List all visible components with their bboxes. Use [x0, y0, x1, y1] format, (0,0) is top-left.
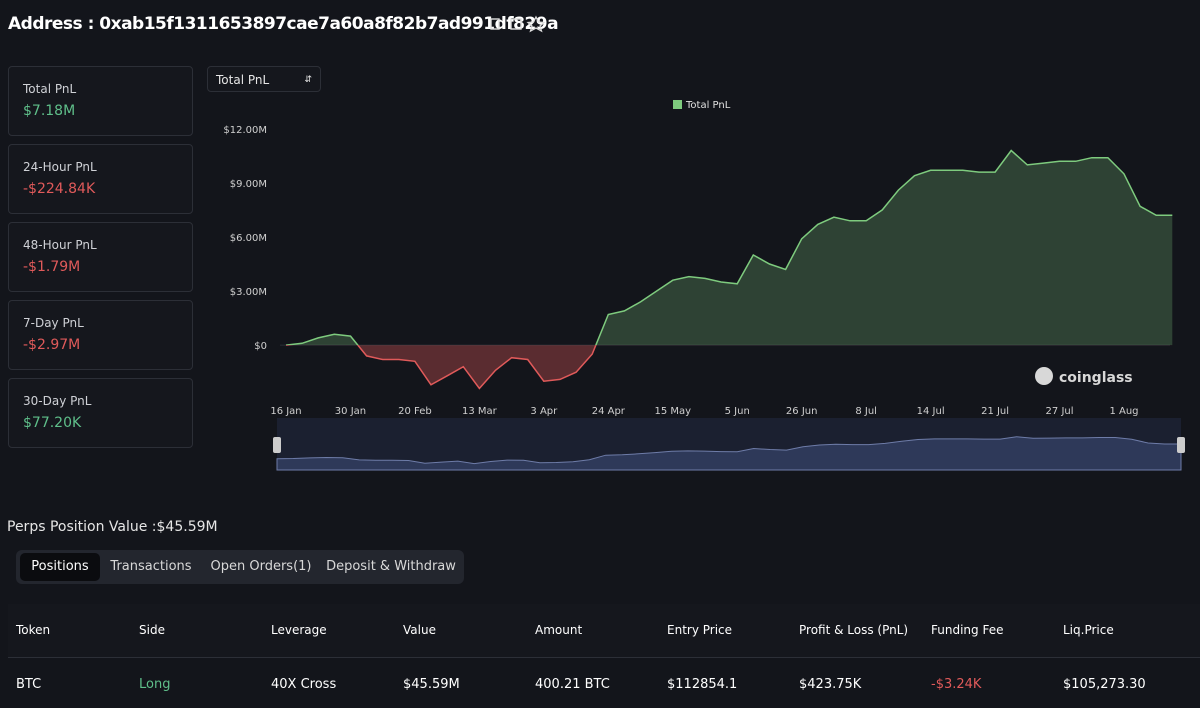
table-cell: $45.59M [403, 677, 460, 692]
x-tick-label: 14 Jul [917, 406, 945, 417]
y-tick-label: $12.00M [223, 125, 267, 136]
table-cell: $105,273.30 [1063, 677, 1146, 692]
area-line [285, 149, 1173, 346]
tab[interactable]: Positions [20, 553, 100, 581]
table-cell: 400.21 BTC [535, 677, 610, 692]
x-tick-label: 1 Aug [1109, 406, 1138, 417]
x-tick-label: 27 Jul [1046, 406, 1074, 417]
stat-card: Total PnL $7.18M [8, 66, 193, 136]
y-tick-label: $6.00M [230, 233, 267, 244]
x-tick-label: 8 Jul [855, 406, 877, 417]
stat-card: 30-Day PnL $77.20K [8, 378, 193, 448]
stat-label: Total PnL [23, 82, 77, 96]
stat-label: 7-Day PnL [23, 316, 84, 330]
title-icons [490, 15, 546, 33]
stat-card: 48-Hour PnL -$1.79M [8, 222, 193, 292]
area-line [286, 345, 597, 390]
stat-card: 7-Day PnL -$2.97M [8, 300, 193, 370]
x-tick-label: 20 Feb [398, 406, 432, 417]
column-header: Funding Fee [931, 623, 1004, 637]
column-header: Token [16, 623, 51, 637]
x-tick-label: 30 Jan [335, 406, 366, 417]
tab[interactable]: Deposit & Withdraw [326, 559, 456, 574]
tab[interactable]: Transactions [110, 559, 192, 574]
pnl-chart: $0 $3.00M $6.00M $9.00M $12.00M 16 Jan 30 Jan 2… [223, 100, 1185, 471]
stat-value: -$224.84K [23, 181, 96, 197]
watermark: coinglass [1059, 370, 1133, 386]
column-header: Side [139, 623, 165, 637]
selector-text: Total PnL [216, 73, 270, 87]
x-tick-label: 3 Apr [530, 406, 558, 417]
star-icon[interactable] [526, 15, 546, 33]
x-tick-label: 16 Jan [270, 406, 301, 417]
stat-label: 48-Hour PnL [23, 238, 97, 252]
navigator-handle[interactable] [273, 437, 281, 453]
stat-value: $7.18M [23, 103, 76, 119]
column-header: Value [403, 623, 436, 637]
table-cell: -$3.24K [931, 677, 982, 692]
x-tick-label: 21 Jul [981, 406, 1009, 417]
watermark-logo [1035, 367, 1053, 385]
stat-value: $77.20K [23, 415, 82, 431]
column-header: Entry Price [667, 623, 733, 637]
x-tick-label: 15 May [654, 406, 691, 417]
column-header: Profit & Loss (PnL) [799, 623, 909, 637]
copy-icon[interactable] [490, 18, 500, 30]
column-header: Leverage [271, 623, 327, 637]
stat-label: 30-Day PnL [23, 394, 92, 408]
stat-label: 24-Hour PnL [23, 160, 97, 174]
stat-value: -$1.79M [23, 259, 81, 275]
table-cell: Long [139, 677, 171, 692]
address-title: Address : 0xab15f1311653897cae7a60a8f82b… [8, 14, 559, 34]
tabs: Positions Transactions Open Orders(1) Depos… [16, 550, 464, 584]
legend-swatch [673, 100, 682, 109]
y-tick-label: $0 [254, 341, 267, 352]
x-tick-label: 26 Jun [786, 406, 818, 417]
column-header: Amount [535, 623, 583, 637]
position-summary: Perps Position Value :$45.59M [7, 519, 218, 535]
edit-icon[interactable] [510, 18, 522, 30]
legend-label: Total PnL [685, 100, 731, 111]
x-tick-label: 5 Jun [725, 406, 750, 417]
y-tick-label: $3.00M [230, 287, 267, 298]
column-header: Liq.Price [1063, 623, 1114, 637]
navigator-area [276, 436, 1182, 471]
table-cell: $423.75K [799, 677, 862, 692]
tab[interactable]: Open Orders(1) [210, 559, 312, 574]
navigator-handle[interactable] [1177, 437, 1185, 453]
x-tick-label: 13 Mar [462, 406, 498, 417]
table-header [8, 604, 1200, 658]
table-cell: 40X Cross [271, 677, 337, 692]
y-tick-label: $9.00M [230, 179, 267, 190]
area-fill [286, 150, 1173, 346]
stat-card: 24-Hour PnL -$224.84K [8, 144, 193, 214]
table-cell: $112854.1 [667, 677, 738, 692]
stat-value: -$2.97M [23, 337, 81, 353]
table-cell: BTC [16, 677, 42, 692]
x-tick-label: 24 Apr [592, 406, 626, 417]
pnl-selector[interactable]: Total PnL ⇵ [207, 66, 321, 92]
area-fill [357, 345, 596, 389]
